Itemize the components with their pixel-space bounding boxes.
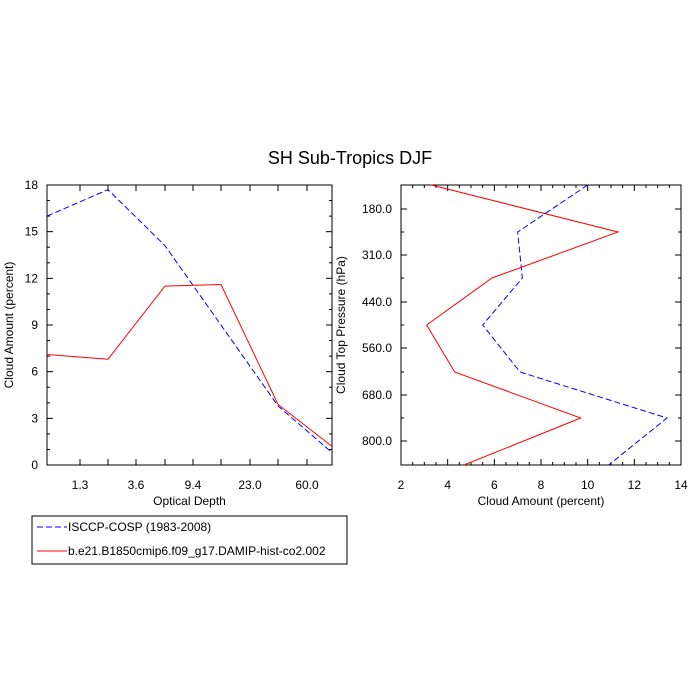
left-x-tick-label: 60.0 (295, 478, 319, 492)
right-y-tick-label: 560.0 (362, 341, 392, 355)
left-x-tick-label: 9.4 (185, 478, 202, 492)
left-y-axis-title: Cloud Amount (percent) (2, 262, 16, 389)
right-y-tick-label: 680.0 (362, 388, 392, 402)
right-y-tick-label: 440.0 (362, 295, 392, 309)
left-plot-frame (46, 184, 333, 466)
right-y-axis-title: Cloud Top Pressure (hPa) (334, 256, 348, 394)
right-series-isccp-line (482, 184, 669, 466)
left-y-tick-label: 9 (31, 318, 38, 332)
right-x-tick-label: 12 (628, 478, 642, 492)
right-x-tick-label: 10 (581, 478, 595, 492)
left-x-tick-label: 3.6 (128, 478, 145, 492)
left-y-tick-label: 15 (25, 225, 39, 239)
left-x-tick-label: 1.3 (72, 478, 89, 492)
left-panel-optical-depth: 0 3 6 9 12 15 18 1.3 3.6 9.4 23.0 60.0 Optical Depth… (2, 178, 333, 508)
right-x-tick-label: 8 (538, 478, 545, 492)
right-series-model-line (426, 184, 620, 466)
right-y-tick-label: 800.0 (362, 434, 392, 448)
left-x-axis-title: Optical Depth (153, 494, 226, 508)
left-y-tick-label: 3 (31, 411, 38, 425)
right-plot-frame (400, 184, 682, 466)
right-x-axis-title: Cloud Amount (percent) (478, 494, 605, 508)
right-x-tick-label: 2 (398, 478, 405, 492)
left-y-tick-label: 0 (31, 458, 38, 472)
left-y-tick-label: 6 (31, 365, 38, 379)
left-x-tick-label: 23.0 (238, 478, 262, 492)
left-y-tick-label: 12 (25, 271, 39, 285)
legend-box (31, 515, 348, 565)
right-panel-cloud-top-pressure: 2 4 6 8 10 12 14 180.0 310.0 440.0 560.0 680.0 800.0… (334, 184, 688, 508)
right-x-tick-label: 4 (444, 478, 451, 492)
chart-title: SH Sub-Tropics DJF (268, 148, 432, 168)
legend-label-obs: ISCCP-COSP (1983-2008) (68, 520, 211, 534)
right-x-tick-label: 6 (491, 478, 498, 492)
left-y-tick-label: 18 (25, 178, 39, 192)
right-y-tick-label: 180.0 (362, 202, 392, 216)
right-y-tick-label: 310.0 (362, 248, 392, 262)
legend: ISCCP-COSP (1983-2008) b.e21.B1850cmip6.… (31, 515, 348, 565)
left-series-model-line (46, 284, 333, 447)
right-x-tick-label: 14 (674, 478, 688, 492)
legend-label-model: b.e21.B1850cmip6.f09_g17.DAMIP-hist-co2.… (68, 544, 326, 558)
